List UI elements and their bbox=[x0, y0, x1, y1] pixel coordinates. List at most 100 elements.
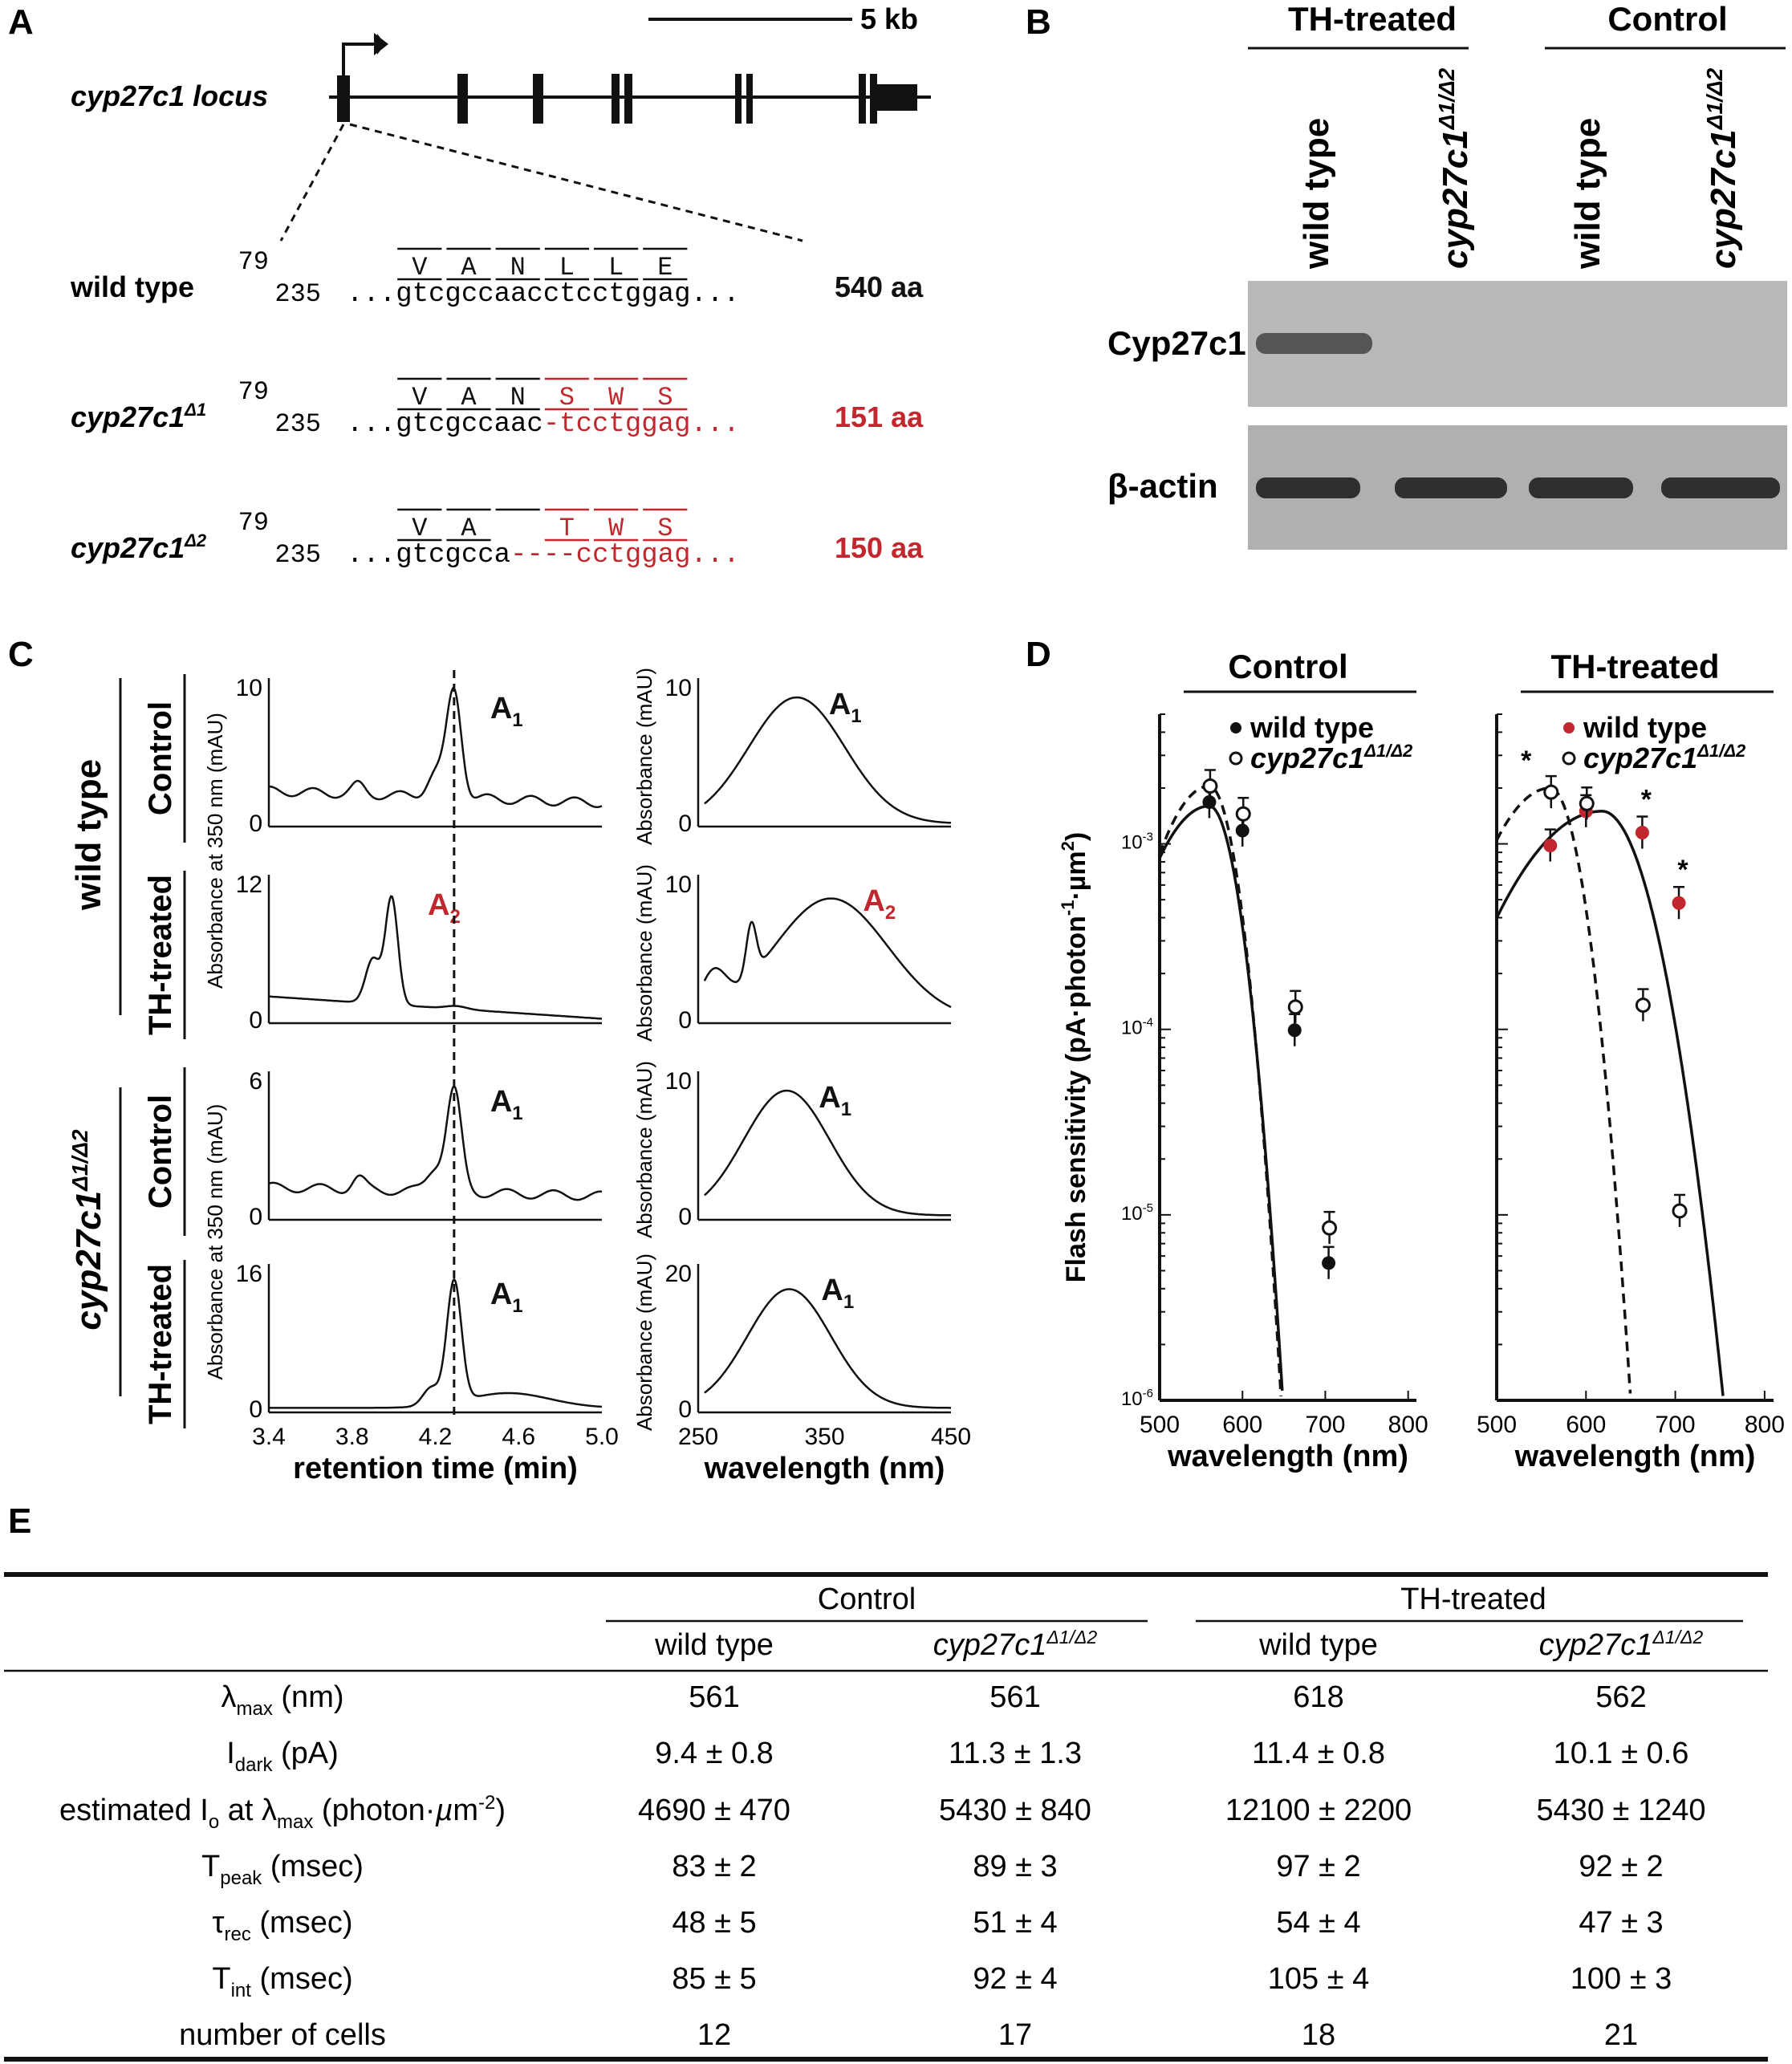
amino-acid: W bbox=[608, 514, 624, 543]
amino-acid: V bbox=[412, 253, 428, 282]
data-point-mutant bbox=[1235, 806, 1251, 822]
legend-label-wildtype: wild type bbox=[1250, 711, 1374, 744]
y-axis-label: Flash sensitivity (pA·photon-1·µm2) bbox=[1058, 832, 1091, 1282]
y-tick-label: 10-4 bbox=[1121, 1016, 1153, 1039]
table-cell: 11.3 ± 1.3 bbox=[949, 1737, 1082, 1770]
hplc-y-tick-label: 0 bbox=[249, 1007, 262, 1034]
panel-c: C wild type cyp27c1Δ1/Δ2 Control TH-treated… bbox=[8, 635, 971, 1485]
aa-number: 79 bbox=[238, 508, 269, 538]
spectrum-y-axis-label: Absorbance (mAU) bbox=[632, 1061, 656, 1238]
genotype-label: cyp27c1Δ1/Δ2 bbox=[67, 1129, 108, 1331]
spectrum-y-axis-label: Absorbance (mAU) bbox=[632, 864, 656, 1042]
amino-acid: L bbox=[608, 253, 624, 282]
band-cyp27c1-wt bbox=[1256, 333, 1372, 354]
hplc-y-tick-label: 0 bbox=[249, 811, 262, 837]
mutant-fit-curve bbox=[1158, 784, 1282, 1397]
hplc-y-tick-label: 12 bbox=[236, 872, 262, 898]
row-label: λmax (nm) bbox=[221, 1680, 344, 1720]
panel-e-letter: E bbox=[8, 1501, 31, 1541]
spectrum-y-tick-label: 20 bbox=[665, 1261, 692, 1287]
data-point-mutant bbox=[1322, 1220, 1338, 1236]
table-cell: 10.1 ± 0.6 bbox=[1554, 1737, 1689, 1770]
hplc-y-tick-label: 6 bbox=[249, 1068, 262, 1095]
table-cell: 562 bbox=[1595, 1680, 1646, 1714]
legend-marker-mutant bbox=[1229, 751, 1243, 766]
amino-acid: V bbox=[412, 383, 428, 412]
column-header: wild type bbox=[1258, 1628, 1378, 1662]
table-cell: 105 ± 4 bbox=[1268, 1962, 1370, 1996]
amino-acid: V bbox=[412, 514, 428, 543]
spectrum-y-tick-label: 0 bbox=[678, 1007, 692, 1034]
table-cell: 100 ± 3 bbox=[1571, 1962, 1672, 1996]
y-tick-label: 10-5 bbox=[1121, 1201, 1153, 1225]
row-label: estimated Io at λmax (photon·µm-2) bbox=[59, 1792, 506, 1833]
legend-label-mutant: cyp27c1Δ1/Δ2 bbox=[1583, 741, 1746, 774]
spectrum-x-axis-label: wavelength (nm) bbox=[704, 1452, 945, 1485]
spectrum-x-tick-label: 450 bbox=[931, 1424, 971, 1450]
hplc-trace bbox=[269, 686, 603, 808]
amino-acid: A bbox=[461, 383, 477, 412]
x-tick-label: 800 bbox=[1388, 1412, 1428, 1438]
table-cell: 561 bbox=[989, 1680, 1040, 1714]
amino-acid: S bbox=[559, 383, 575, 412]
dna-sequence: ...gtcgccaac-tcctggag... bbox=[347, 409, 740, 440]
table-cell: 21 bbox=[1604, 2018, 1638, 2052]
spectrum-trace bbox=[703, 897, 952, 1009]
table-cell: 97 ± 2 bbox=[1276, 1850, 1360, 1883]
column-header: cyp27c1Δ1/Δ2 bbox=[933, 1627, 1098, 1662]
amino-acid: E bbox=[657, 253, 673, 282]
peak-label: A1 bbox=[829, 688, 862, 727]
x-tick-label: 700 bbox=[1305, 1412, 1345, 1438]
spectrum-y-tick-label: 10 bbox=[665, 872, 692, 898]
data-point-wildtype bbox=[1287, 1023, 1302, 1038]
amino-acid: S bbox=[657, 514, 673, 543]
data-point-wildtype bbox=[1635, 826, 1649, 840]
condition-label: Control bbox=[143, 1095, 178, 1209]
table-cell: 92 ± 4 bbox=[973, 1962, 1057, 1996]
table-cell: 5430 ± 1240 bbox=[1536, 1794, 1705, 1827]
panel-d-letter: D bbox=[1026, 635, 1051, 674]
amino-acid: A bbox=[461, 253, 477, 282]
hplc-y-axis-label: Absorbance at 350 nm (mAU) bbox=[203, 713, 227, 989]
x-tick-label: 800 bbox=[1745, 1412, 1785, 1438]
data-point-mutant bbox=[1672, 1203, 1688, 1219]
legend-marker-wildtype bbox=[1563, 722, 1575, 733]
table-cell: 17 bbox=[998, 2018, 1032, 2052]
exons bbox=[337, 74, 917, 124]
panel-d: D Flash sensitivity (pA·photon-1·µm2) Con… bbox=[1026, 635, 1785, 1473]
spectrum-y-tick-label: 0 bbox=[678, 1396, 692, 1423]
panel-b: B TH-treated Control wild type cyp27c1Δ1/… bbox=[1026, 0, 1787, 550]
protein-length: 540 aa bbox=[835, 270, 924, 303]
nt-number: 235 bbox=[274, 409, 321, 439]
scale-bar-label: 5 kb bbox=[860, 2, 918, 35]
plot-title: Control bbox=[1228, 648, 1347, 685]
genotype-label: cyp27c1Δ1 bbox=[71, 400, 206, 433]
row-label: Tint (msec) bbox=[212, 1962, 352, 2001]
table-cell: 54 ± 4 bbox=[1276, 1906, 1360, 1940]
blot-label-cyp27c1: Cyp27c1 bbox=[1107, 324, 1246, 362]
hplc-y-axis-label: Absorbance at 350 nm (mAU) bbox=[203, 1104, 227, 1380]
table-cell: 92 ± 2 bbox=[1579, 1850, 1663, 1883]
data-point-mutant bbox=[1543, 784, 1559, 800]
aa-number: 79 bbox=[238, 247, 269, 277]
group-label-th: TH-treated bbox=[1288, 0, 1457, 38]
row-label: Idark (pA) bbox=[226, 1737, 339, 1776]
amino-acid: W bbox=[608, 383, 624, 412]
nt-number: 235 bbox=[274, 279, 321, 309]
table-cell: 12100 ± 2200 bbox=[1225, 1794, 1412, 1827]
protein-length: 151 aa bbox=[835, 400, 924, 433]
dna-sequence: ...gtcgcca----cctggag... bbox=[347, 540, 740, 571]
table-cell: 4690 ± 470 bbox=[638, 1794, 790, 1827]
wildtype-fit-curve bbox=[1495, 810, 1725, 1396]
y-tick-label: 10-6 bbox=[1121, 1387, 1153, 1410]
table-cell: 18 bbox=[1302, 2018, 1335, 2052]
plot-title: TH-treated bbox=[1550, 648, 1719, 685]
panel-c-letter: C bbox=[8, 635, 34, 674]
panel-e: E Control TH-treated wild type cyp27c1Δ1/Δ2… bbox=[4, 1501, 1768, 2062]
condition-label: TH-treated bbox=[143, 1264, 178, 1424]
x-tick-label: 600 bbox=[1222, 1412, 1262, 1438]
x-tick-label: 700 bbox=[1656, 1412, 1696, 1438]
aa-number: 79 bbox=[238, 377, 269, 407]
